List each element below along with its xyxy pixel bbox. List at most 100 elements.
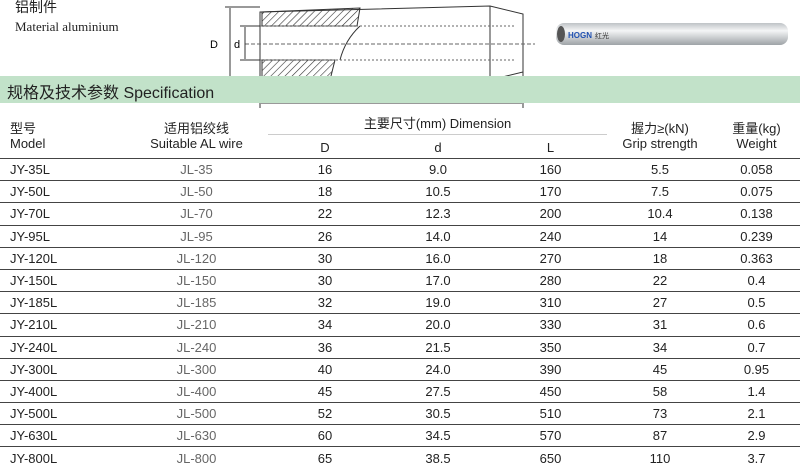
cell-model: JY-500L: [0, 402, 125, 425]
cell-D: 30: [268, 268, 382, 292]
dim-d-label: d: [234, 39, 240, 51]
cell-model: JY-300L: [0, 357, 125, 381]
wire-cn: 适用铝绞线: [163, 121, 229, 136]
cell-weight: 0.6: [713, 313, 800, 336]
cell-weight: 0.363: [713, 246, 800, 270]
cell-grip: 27: [607, 291, 713, 314]
table-row: JY-400L JL-400 45 27.5 450 58 1.4: [0, 379, 800, 403]
cell-L: 390: [494, 357, 607, 381]
specification-banner: 规格及技术参数 Specification: [0, 76, 800, 103]
table-row: JY-70L JL-70 22 12.3 200 10.4 0.138: [0, 202, 800, 226]
cell-L: 330: [494, 313, 607, 336]
table-row: JY-240L JL-240 36 21.5 350 34 0.7: [0, 335, 800, 359]
cell-wire: JL-300: [125, 357, 268, 381]
dim-D-label: D: [210, 39, 218, 51]
cell-wire: JL-210: [125, 313, 268, 336]
cell-grip: 45: [607, 357, 713, 381]
wire-en: Suitable AL wire: [150, 136, 243, 151]
cell-grip: 31: [607, 313, 713, 336]
col-L-header: L: [546, 140, 555, 155]
cell-L: 200: [494, 202, 607, 226]
cell-d: 30.5: [382, 402, 494, 425]
cell-grip: 58: [607, 379, 713, 403]
cell-grip: 7.5: [607, 180, 713, 203]
table-row: JY-120L JL-120 30 16.0 270 18 0.363: [0, 246, 800, 270]
table-row: JY-95L JL-95 26 14.0 240 14 0.239: [0, 224, 800, 248]
cell-L: 160: [494, 157, 607, 181]
table-row: JY-300L JL-300 40 24.0 390 45 0.95: [0, 357, 800, 381]
cell-weight: 0.239: [713, 224, 800, 248]
cell-wire: JL-400: [125, 379, 268, 403]
cell-wire: JL-70: [125, 202, 268, 226]
cell-d: 20.0: [382, 313, 494, 336]
weight-en: Weight: [736, 136, 777, 151]
cell-wire: JL-630: [125, 424, 268, 447]
cell-D: 65: [268, 446, 382, 469]
table-row: JY-150L JL-150 30 17.0 280 22 0.4: [0, 268, 800, 292]
product-photo: HOGN 红光: [556, 23, 788, 45]
table-row: JY-185L JL-185 32 19.0 310 27 0.5: [0, 291, 800, 314]
cell-L: 450: [494, 379, 607, 403]
cell-grip: 73: [607, 402, 713, 425]
cell-D: 30: [268, 246, 382, 270]
cell-d: 19.0: [382, 291, 494, 314]
svg-text:红光: 红光: [595, 31, 609, 40]
cell-model: JY-120L: [0, 246, 125, 270]
col-D-header: D: [320, 140, 330, 155]
cell-model: JY-210L: [0, 313, 125, 336]
cell-weight: 0.7: [713, 335, 800, 359]
col-weight-header: 重量(kg) Weight: [713, 121, 800, 151]
table-row: JY-500L JL-500 52 30.5 510 73 2.1: [0, 402, 800, 425]
cell-wire: JL-35: [125, 157, 268, 181]
cell-weight: 0.95: [713, 357, 800, 381]
model-cn: 型号: [10, 121, 37, 136]
cell-D: 32: [268, 291, 382, 314]
cell-D: 40: [268, 357, 382, 381]
cell-grip: 10.4: [607, 202, 713, 226]
cell-d: 9.0: [382, 157, 494, 181]
cell-weight: 2.1: [713, 402, 800, 425]
cell-L: 570: [494, 424, 607, 447]
product-title-cn: 铝制件: [15, 0, 57, 15]
brand-logo: HOGN: [568, 31, 592, 40]
table-row: JY-210L JL-210 34 20.0 330 31 0.6: [0, 313, 800, 336]
col-dimension-header: 主要尺寸(mm) Dimension: [363, 116, 512, 131]
cell-D: 26: [268, 224, 382, 248]
cell-weight: 1.4: [713, 379, 800, 403]
col-grip-header: 握力≥(kN) Grip strength: [607, 121, 713, 151]
cell-L: 170: [494, 180, 607, 203]
cell-weight: 3.7: [713, 446, 800, 469]
cell-grip: 87: [607, 424, 713, 447]
table-row: JY-630L JL-630 60 34.5 570 87 2.9: [0, 424, 800, 447]
cell-grip: 18: [607, 246, 713, 270]
section-title: 规格及技术参数 Specification: [7, 85, 215, 102]
cell-d: 10.5: [382, 180, 494, 203]
cell-wire: JL-185: [125, 291, 268, 314]
cell-d: 14.0: [382, 224, 494, 248]
cell-model: JY-35L: [0, 157, 125, 181]
cell-grip: 22: [607, 268, 713, 292]
col-wire-header: 适用铝绞线 Suitable AL wire: [125, 121, 268, 151]
cell-weight: 0.058: [713, 157, 800, 181]
cell-L: 310: [494, 291, 607, 314]
weight-cn: 重量(kg): [732, 121, 781, 136]
cell-L: 280: [494, 268, 607, 292]
cell-D: 18: [268, 180, 382, 203]
model-en: Model: [10, 136, 46, 151]
cell-grip: 34: [607, 335, 713, 359]
table-row: JY-35L JL-35 16 9.0 160 5.5 0.058: [0, 157, 800, 181]
cell-grip: 14: [607, 224, 713, 248]
grip-en: Grip strength: [622, 136, 698, 151]
cell-weight: 0.075: [713, 180, 800, 203]
cell-D: 16: [268, 157, 382, 181]
material-label: Material aluminium: [15, 19, 119, 34]
cell-grip: 110: [607, 446, 713, 469]
col-model-header: 型号 Model: [10, 121, 45, 151]
cell-d: 16.0: [382, 246, 494, 270]
cell-weight: 0.5: [713, 291, 800, 314]
cell-D: 45: [268, 379, 382, 403]
cell-L: 510: [494, 402, 607, 425]
cell-d: 21.5: [382, 335, 494, 359]
cell-wire: JL-120: [125, 246, 268, 270]
cell-L: 350: [494, 335, 607, 359]
